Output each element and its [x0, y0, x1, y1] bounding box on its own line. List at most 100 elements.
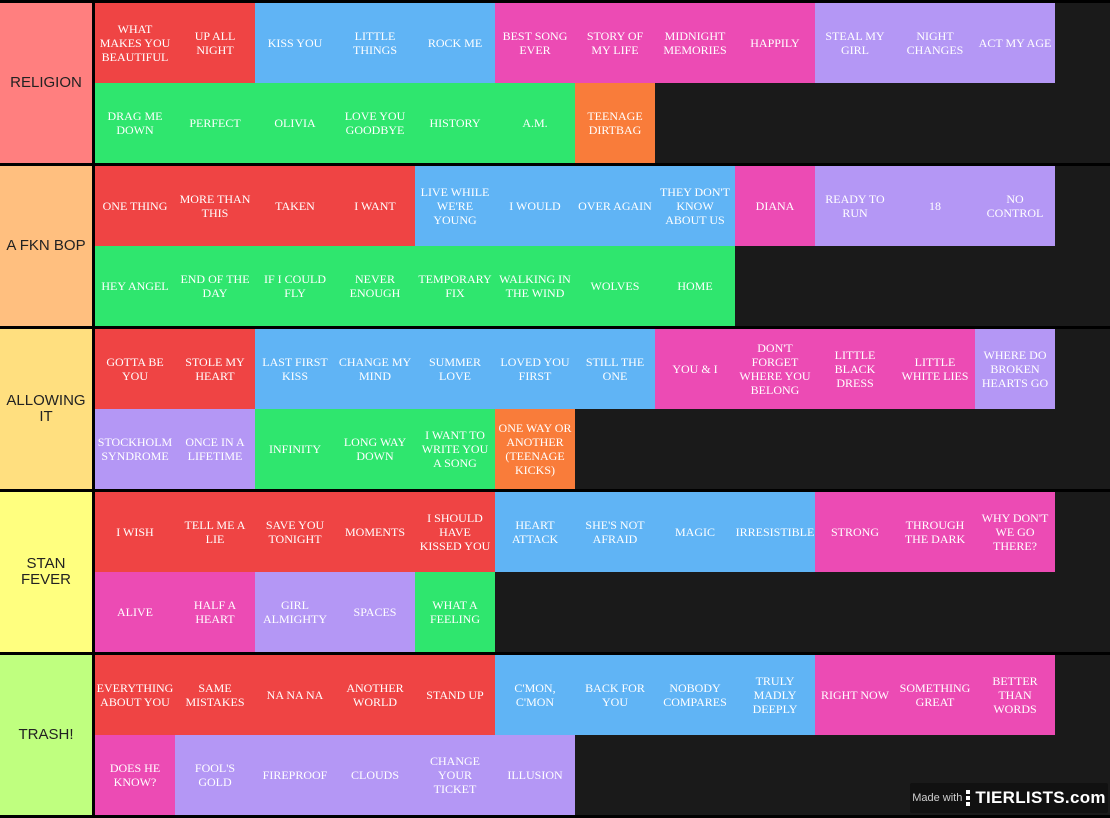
- watermark[interactable]: Made with TIERLISTS.com: [910, 783, 1108, 813]
- tier-item[interactable]: SPACES: [335, 572, 415, 652]
- tier-item[interactable]: LOVE YOU GOODBYE: [335, 83, 415, 163]
- tier-label[interactable]: RELIGION: [0, 3, 95, 163]
- tier-label[interactable]: ALLOWING IT: [0, 329, 95, 489]
- tier-item[interactable]: DON'T FORGET WHERE YOU BELONG: [735, 329, 815, 409]
- tier-item[interactable]: HISTORY: [415, 83, 495, 163]
- tier-item[interactable]: READY TO RUN: [815, 166, 895, 246]
- tier-item[interactable]: INFINITY: [255, 409, 335, 489]
- tier-item[interactable]: TELL ME A LIE: [175, 492, 255, 572]
- tier-item[interactable]: ONE THING: [95, 166, 175, 246]
- tier-item[interactable]: WOLVES: [575, 246, 655, 326]
- tier-items[interactable]: WHAT MAKES YOU BEAUTIFUL UP ALL NIGHT KISS…: [95, 3, 1110, 163]
- tier-item[interactable]: BACK FOR YOU: [575, 655, 655, 735]
- tier-item[interactable]: WHY DON'T WE GO THERE?: [975, 492, 1055, 572]
- tier-item[interactable]: HEART ATTACK: [495, 492, 575, 572]
- tier-item[interactable]: C'MON, C'MON: [495, 655, 575, 735]
- tier-item[interactable]: 18: [895, 166, 975, 246]
- tier-item[interactable]: THROUGH THE DARK: [895, 492, 975, 572]
- tier-item[interactable]: WALKING IN THE WIND: [495, 246, 575, 326]
- tier-item[interactable]: LITTLE WHITE LIES: [895, 329, 975, 409]
- tier-item[interactable]: I WOULD: [495, 166, 575, 246]
- tier-item[interactable]: HOME: [655, 246, 735, 326]
- tier-item[interactable]: MIDNIGHT MEMORIES: [655, 3, 735, 83]
- tier-item[interactable]: STAND UP: [415, 655, 495, 735]
- tier-item[interactable]: NOBODY COMPARES: [655, 655, 735, 735]
- tier-item[interactable]: STILL THE ONE: [575, 329, 655, 409]
- tier-item[interactable]: MOMENTS: [335, 492, 415, 572]
- tier-item[interactable]: OVER AGAIN: [575, 166, 655, 246]
- tier-item[interactable]: ALIVE: [95, 572, 175, 652]
- tier-item[interactable]: TEMPORARY FIX: [415, 246, 495, 326]
- tier-item[interactable]: STOLE MY HEART: [175, 329, 255, 409]
- tier-items[interactable]: ONE THING MORE THAN THIS TAKEN I WANT LIVE W…: [95, 166, 1110, 326]
- tier-item[interactable]: I SHOULD HAVE KISSED YOU: [415, 492, 495, 572]
- tier-item[interactable]: ONE WAY OR ANOTHER (TEENAGE KICKS): [495, 409, 575, 489]
- tier-item[interactable]: TAKEN: [255, 166, 335, 246]
- tier-item[interactable]: WHERE DO BROKEN HEARTS GO: [975, 329, 1055, 409]
- tier-item[interactable]: KISS YOU: [255, 3, 335, 83]
- tier-item[interactable]: DIANA: [735, 166, 815, 246]
- tier-item[interactable]: HALF A HEART: [175, 572, 255, 652]
- tier-item[interactable]: UP ALL NIGHT: [175, 3, 255, 83]
- tier-item[interactable]: CHANGE MY MIND: [335, 329, 415, 409]
- tier-item[interactable]: CLOUDS: [335, 735, 415, 815]
- tier-item[interactable]: I WANT: [335, 166, 415, 246]
- tier-item[interactable]: STORY OF MY LIFE: [575, 3, 655, 83]
- tier-item[interactable]: MAGIC: [655, 492, 735, 572]
- tier-item[interactable]: BEST SONG EVER: [495, 3, 575, 83]
- tier-item[interactable]: STOCKHOLM SYNDROME: [95, 409, 175, 489]
- tier-item[interactable]: TRULY MADLY DEEPLY: [735, 655, 815, 735]
- tier-item[interactable]: ROCK ME: [415, 3, 495, 83]
- tier-item[interactable]: WHAT MAKES YOU BEAUTIFUL: [95, 3, 175, 83]
- tier-item[interactable]: END OF THE DAY: [175, 246, 255, 326]
- tier-item[interactable]: GOTTA BE YOU: [95, 329, 175, 409]
- tier-item[interactable]: FIREPROOF: [255, 735, 335, 815]
- tier-item[interactable]: GIRL ALMIGHTY: [255, 572, 335, 652]
- tier-label[interactable]: A FKN BOP: [0, 166, 95, 326]
- tier-item[interactable]: NO CONTROL: [975, 166, 1055, 246]
- tier-item[interactable]: FOOL'S GOLD: [175, 735, 255, 815]
- tier-item[interactable]: HAPPILY: [735, 3, 815, 83]
- tier-item[interactable]: RIGHT NOW: [815, 655, 895, 735]
- tier-item[interactable]: YOU & I: [655, 329, 735, 409]
- tier-item[interactable]: WHAT A FEELING: [415, 572, 495, 652]
- tier-item[interactable]: OLIVIA: [255, 83, 335, 163]
- tier-item[interactable]: LITTLE BLACK DRESS: [815, 329, 895, 409]
- tier-item[interactable]: DRAG ME DOWN: [95, 83, 175, 163]
- tier-item[interactable]: ILLUSION: [495, 735, 575, 815]
- tier-item[interactable]: DOES HE KNOW?: [95, 735, 175, 815]
- tier-item[interactable]: SHE'S NOT AFRAID: [575, 492, 655, 572]
- tier-item[interactable]: MORE THAN THIS: [175, 166, 255, 246]
- tier-items[interactable]: EVERYTHING ABOUT YOU SAME MISTAKES NA NA N…: [95, 655, 1110, 815]
- tier-item[interactable]: STRONG: [815, 492, 895, 572]
- tier-item[interactable]: EVERYTHING ABOUT YOU: [95, 655, 175, 735]
- tier-items[interactable]: I WISH TELL ME A LIE SAVE YOU TONIGHT MOMEN…: [95, 492, 1110, 652]
- tier-item[interactable]: NIGHT CHANGES: [895, 3, 975, 83]
- tier-items[interactable]: GOTTA BE YOU STOLE MY HEART LAST FIRST KIS…: [95, 329, 1110, 489]
- tier-item[interactable]: A.M.: [495, 83, 575, 163]
- tier-item[interactable]: LITTLE THINGS: [335, 3, 415, 83]
- tier-item[interactable]: BETTER THAN WORDS: [975, 655, 1055, 735]
- tier-item[interactable]: ANOTHER WORLD: [335, 655, 415, 735]
- tier-item[interactable]: TEENAGE DIRTBAG: [575, 83, 655, 163]
- tier-item[interactable]: SAVE YOU TONIGHT: [255, 492, 335, 572]
- tier-label[interactable]: STAN FEVER: [0, 492, 95, 652]
- tier-item[interactable]: NA NA NA: [255, 655, 335, 735]
- tier-item[interactable]: IF I COULD FLY: [255, 246, 335, 326]
- tier-item[interactable]: SUMMER LOVE: [415, 329, 495, 409]
- tier-item[interactable]: LOVED YOU FIRST: [495, 329, 575, 409]
- tier-item[interactable]: PERFECT: [175, 83, 255, 163]
- tier-item[interactable]: LONG WAY DOWN: [335, 409, 415, 489]
- tier-item[interactable]: LIVE WHILE WE'RE YOUNG: [415, 166, 495, 246]
- tier-item[interactable]: ACT MY AGE: [975, 3, 1055, 83]
- tier-item[interactable]: STEAL MY GIRL: [815, 3, 895, 83]
- tier-item[interactable]: LAST FIRST KISS: [255, 329, 335, 409]
- tier-item[interactable]: I WANT TO WRITE YOU A SONG: [415, 409, 495, 489]
- tier-label[interactable]: TRASH!: [0, 655, 95, 815]
- tier-item[interactable]: HEY ANGEL: [95, 246, 175, 326]
- tier-item[interactable]: ONCE IN A LIFETIME: [175, 409, 255, 489]
- tier-item[interactable]: SOMETHING GREAT: [895, 655, 975, 735]
- tier-item[interactable]: IRRESISTIBLE: [735, 492, 815, 572]
- tier-item[interactable]: I WISH: [95, 492, 175, 572]
- tier-item[interactable]: SAME MISTAKES: [175, 655, 255, 735]
